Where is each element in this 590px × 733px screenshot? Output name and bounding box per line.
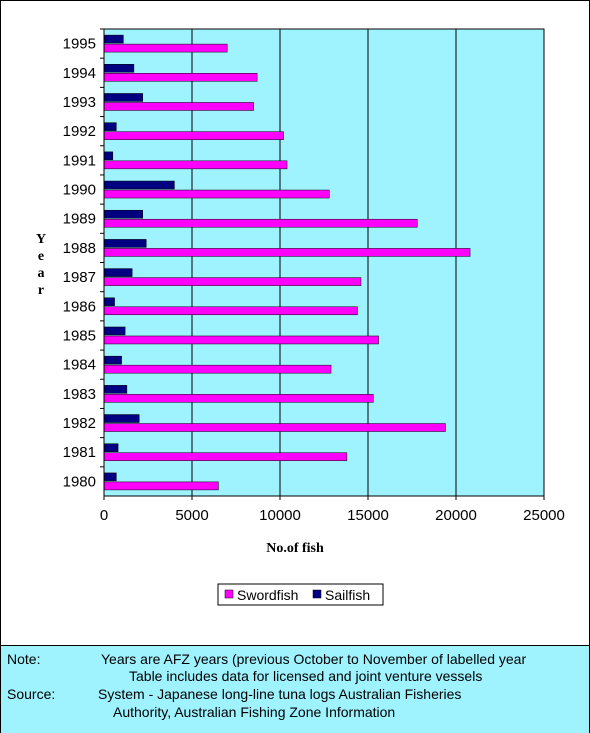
bar-sailfish-1992 (103, 122, 117, 131)
y-axis-title-letter: r (38, 283, 44, 298)
bar-sailfish-1983 (103, 385, 128, 394)
x-tick-label: 25000 (523, 507, 565, 524)
y-tick-label: 1991 (63, 152, 96, 169)
y-tick-label: 1986 (63, 298, 96, 315)
source-text-line-2: Authority, Australian Fishing Zone Infor… (113, 704, 396, 720)
bar-sailfish-1994 (103, 64, 135, 73)
bar-swordfish-1982 (103, 423, 446, 432)
y-tick-labels: 1980 1981 1982 1983 1984 1985 1986 1987 1988 1989… (63, 28, 104, 490)
x-tick-label: 10000 (259, 507, 301, 524)
bar-swordfish-1986 (103, 306, 358, 316)
legend-label-swordfish: Swordfish (237, 587, 298, 603)
x-tick-labels: 0 5000 10000 15000 20000 25000 (100, 496, 565, 524)
source-text-line-1: System - Japanese long-line tuna logs Au… (98, 686, 462, 702)
bar-swordfish-1984 (103, 364, 332, 374)
bar-sailfish-1986 (103, 297, 115, 307)
y-tick-label: 1992 (63, 123, 96, 140)
bar-swordfish-1981 (103, 452, 348, 461)
note-label: Note: (7, 651, 41, 667)
x-tick-label: 5000 (175, 507, 208, 524)
bar-swordfish-1994 (103, 73, 258, 82)
bar-sailfish-1981 (103, 443, 119, 452)
y-tick-label: 1987 (63, 269, 96, 286)
bar-sailfish-1990 (103, 180, 175, 190)
legend-box (217, 583, 384, 606)
y-tick-label: 1981 (63, 444, 96, 461)
bar-swordfish-1990 (103, 189, 330, 199)
y-axis-title-letter: e (38, 249, 44, 264)
y-tick-label: 1995 (63, 36, 96, 53)
bar-swordfish-1980 (103, 481, 219, 491)
bar-sailfish-1984 (103, 355, 122, 365)
legend-label-sailfish: Sailfish (325, 587, 370, 603)
bar-sailfish-1982 (103, 414, 140, 423)
bar-swordfish-1988 (103, 248, 471, 257)
bar-sailfish-1980 (103, 472, 117, 482)
y-tick-label: 1990 (63, 182, 96, 199)
bar-sailfish-1988 (103, 239, 147, 248)
bar-swordfish-1992 (103, 131, 284, 140)
bar-swordfish-1989 (103, 218, 418, 228)
notes-panel: Note: Years are AFZ years (previous Octo… (1, 645, 589, 733)
bar-swordfish-1993 (103, 102, 254, 111)
bar-sailfish-1985 (103, 326, 126, 336)
bar-sailfish-1993 (103, 93, 143, 102)
x-tick-label: 0 (100, 507, 108, 524)
y-tick-label: 1989 (63, 211, 96, 228)
y-tick-label: 1988 (63, 240, 96, 257)
bar-sailfish-1987 (103, 268, 133, 277)
bar-swordfish-1991 (103, 160, 288, 170)
note-text-line-2: Table includes data for licensed and joi… (129, 668, 483, 684)
y-axis-title-letter: a (38, 266, 45, 281)
y-axis-title-letter: Y (36, 232, 46, 247)
bar-swordfish-1987 (103, 277, 362, 286)
legend-swatch-sailfish (312, 589, 322, 599)
bars (103, 34, 471, 491)
bar-sailfish-1989 (103, 209, 143, 219)
legend-swatch-swordfish (224, 589, 234, 599)
bar-sailfish-1991 (103, 151, 114, 161)
source-label: Source: (7, 686, 56, 702)
x-tick-label: 20000 (435, 507, 477, 524)
y-tick-label: 1982 (63, 415, 96, 432)
note-text-line-1: Years are AFZ years (previous October to… (101, 651, 527, 667)
bar-swordfish-1985 (103, 335, 379, 345)
x-axis-title: No.of fish (266, 541, 324, 556)
y-tick-label: 1984 (63, 357, 96, 374)
bar-sailfish-1995 (103, 34, 124, 44)
y-tick-label: 1994 (63, 65, 96, 82)
bar-swordfish-1995 (103, 43, 228, 53)
y-tick-label: 1983 (63, 386, 96, 403)
y-tick-label: 1980 (63, 473, 96, 490)
legend: Swordfish Sailfish (217, 583, 384, 606)
x-tick-label: 15000 (347, 507, 389, 524)
y-tick-label: 1993 (63, 94, 96, 111)
bar-swordfish-1983 (103, 394, 374, 403)
chart: 1980 1981 1982 1983 1984 1985 1986 1987 1988 1989… (36, 28, 565, 606)
y-tick-label: 1985 (63, 327, 96, 344)
